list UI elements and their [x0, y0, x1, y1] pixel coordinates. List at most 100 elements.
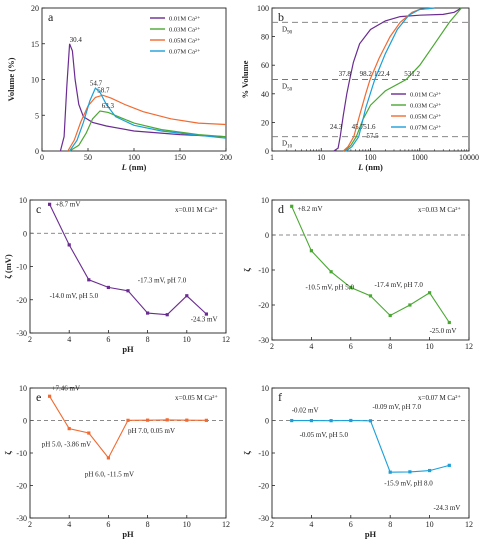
x-tick-label: 1000: [412, 153, 428, 162]
legend-label: 0.03M Ca²⁺: [169, 27, 200, 34]
x-tick-label: 12: [222, 335, 230, 344]
panel-a: 0 50 100 150 200 0 5 10 15 20 a L (nm) Volume (%) 30.…: [6, 4, 232, 172]
value-annotation: -17.3 mV, pH 7.0: [138, 276, 187, 284]
value-annotation: pH 7.0, 0.05 mV: [128, 427, 175, 435]
zeta-point: [408, 303, 412, 307]
y-tick-label: 0: [265, 147, 269, 156]
x-tick-label: 50: [84, 153, 92, 162]
panel-label: f: [278, 390, 282, 404]
y-tick-label: 0: [23, 417, 27, 426]
series-line-3: [67, 94, 227, 152]
y-tick-label: -10: [16, 449, 27, 458]
value-annotation: 98.2: [360, 70, 373, 78]
condition-label: x=0.07 M Ca²⁺: [418, 394, 461, 402]
x-tick-label: 150: [174, 153, 186, 162]
y-tick-label: -10: [16, 263, 27, 272]
zeta-point: [290, 418, 294, 423]
zeta-point: [368, 294, 373, 298]
value-annotation: +8.2 mV: [298, 205, 323, 213]
y-tick-label: 15: [31, 40, 39, 49]
y-tick-label: -30: [258, 336, 269, 345]
y-tick-label: 10: [19, 196, 27, 205]
y-axis-label: ζ: [242, 268, 252, 272]
x-tick-label: 4: [309, 342, 313, 351]
y-tick-label: -30: [16, 514, 27, 523]
value-annotation: -0.09 mV, pH 7.0: [372, 403, 421, 411]
panel-b: 1 10 100 1000 10000 0 20 40 60 80 100 b L (nm) % Volu…: [240, 4, 479, 172]
x-tick-label: 8: [388, 520, 392, 529]
reference-label-main: D: [282, 140, 287, 148]
zeta-point: [447, 320, 451, 325]
panel-c: 2 4 6 8 10 12 -30 -20 -10 0 10 c pH ζ (mV) x=0.01 M Ca…: [3, 196, 230, 354]
y-tick-label: 10: [19, 384, 27, 393]
x-tick-label: 200: [220, 153, 232, 162]
y-tick-label: 60: [261, 61, 269, 70]
x-axis-label: L (nm): [121, 162, 147, 172]
legend-label: 0.03M Ca²⁺: [410, 103, 441, 110]
value-annotation: +7.46 mV: [52, 385, 80, 393]
y-tick-label: 10: [31, 76, 39, 85]
y-tick-label: 0: [23, 229, 27, 238]
x-tick-label: 2: [270, 520, 274, 529]
series-line-1: [333, 7, 462, 152]
x-tick-label: 6: [106, 520, 110, 529]
x-tick-label: 2: [28, 520, 32, 529]
reference-label: D90: [282, 25, 293, 35]
reference-label-sub: 10: [287, 145, 293, 150]
zeta-point: [106, 285, 110, 290]
zeta-point: [48, 202, 52, 206]
y-tick-label: 10: [261, 384, 269, 393]
plot-frame: [271, 199, 470, 341]
x-axis-label: pH: [122, 529, 134, 539]
y-tick-label: -20: [16, 296, 27, 305]
value-annotation: -24.3 mV: [434, 504, 461, 512]
series-line-3: [342, 7, 435, 152]
y-tick-label: -10: [258, 266, 269, 275]
plot-frame: [29, 199, 227, 334]
x-axis-label: L (nm): [357, 162, 383, 172]
y-tick-label: -20: [258, 301, 269, 310]
x-axis-label: pH: [122, 344, 134, 354]
zeta-point: [48, 394, 52, 398]
zeta-point: [67, 427, 71, 431]
x-tick-label: 10: [426, 520, 434, 529]
x-tick-label: 12: [465, 342, 473, 351]
zeta-point: [349, 285, 353, 290]
zeta-point: [329, 419, 333, 423]
zeta-point: [447, 463, 451, 467]
series-line-2: [69, 110, 227, 152]
x-tick-label: 2: [28, 335, 32, 344]
value-annotation: 24.3: [330, 123, 343, 131]
y-tick-label: 20: [261, 118, 269, 127]
zeta-point: [428, 468, 432, 473]
value-annotation: 51.6: [363, 123, 376, 131]
x-tick-label: 100: [128, 153, 140, 162]
y-tick-label: 0: [35, 147, 39, 156]
panel-d: 2 4 6 8 10 12 -30 -20 -10 0 10 d ζ x=0.03 M Ca²⁺ +8.2 …: [242, 196, 473, 351]
x-tick-label: 1: [270, 153, 274, 162]
panel-label: d: [278, 202, 284, 216]
x-axis-unit: (nm): [127, 162, 147, 172]
zeta-point: [349, 418, 353, 423]
zeta-point: [428, 291, 432, 295]
zeta-point: [185, 418, 189, 422]
x-tick-label: 12: [222, 520, 230, 529]
x-tick-label: 8: [146, 335, 150, 344]
zeta-point: [309, 418, 313, 423]
value-annotation: 37.8: [339, 70, 352, 78]
legend-label: 0.01M Ca²⁺: [410, 92, 441, 99]
value-annotation: 531.2: [404, 70, 420, 78]
x-axis-unit: (nm): [363, 162, 383, 172]
panel-e: 2 4 6 8 10 12 -30 -20 -10 0 10 e pH ζ x=0.05 M Ca²⁺ +7.…: [3, 384, 230, 539]
condition-label: x=0.01 M Ca²⁺: [175, 206, 218, 214]
plot-frame: [29, 387, 227, 519]
legend: 0.01M Ca²⁺ 0.03M Ca²⁺ 0.05M Ca²⁺ 0.07M Ca²⁺: [391, 92, 441, 132]
y-tick-label: 5: [35, 111, 39, 120]
zeta-point: [388, 313, 392, 318]
zeta-point: [126, 418, 130, 422]
value-annotation: 57.5: [366, 132, 379, 140]
y-tick-label: 10: [261, 196, 269, 205]
legend: 0.01M Ca²⁺ 0.03M Ca²⁺ 0.05M Ca²⁺ 0.07M Ca²⁺: [150, 16, 200, 56]
value-annotation: pH 5.0, -3.86 mV: [42, 441, 91, 449]
x-tick-label: 4: [309, 520, 313, 529]
